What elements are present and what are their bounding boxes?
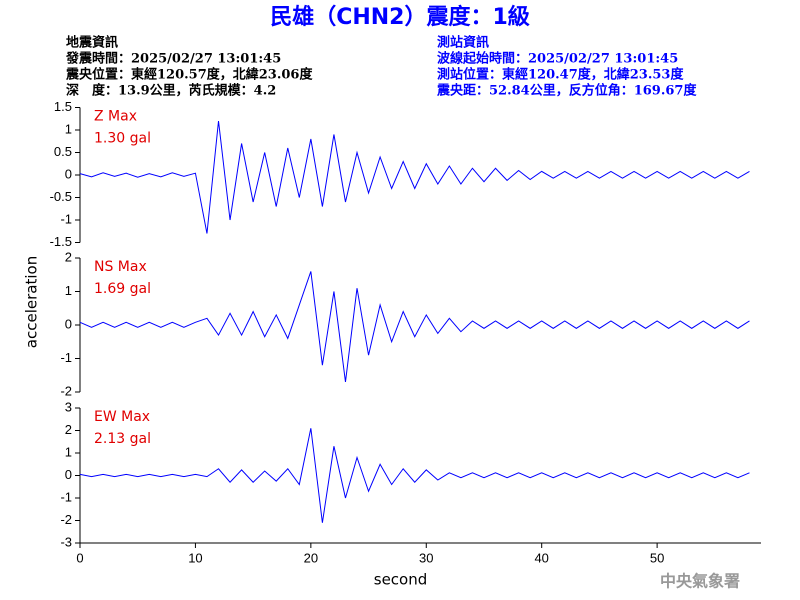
waveform <box>79 428 750 523</box>
y-tick-label: 2 <box>65 422 72 437</box>
x-axis-label: second <box>374 571 428 589</box>
y-tick-label: 0.5 <box>54 144 72 159</box>
y-tick-label: -2 <box>60 383 72 398</box>
y-tick-label: -1.5 <box>50 234 72 249</box>
y-tick-label: -2 <box>60 512 72 527</box>
y-tick-label: -0.5 <box>50 189 72 204</box>
chart-title: 民雄（CHN2）震度：1級 <box>270 4 530 30</box>
waveform <box>79 271 750 383</box>
y-tick-label: 0 <box>65 467 72 482</box>
y-tick-label: 2 <box>65 249 72 264</box>
x-tick-label: 50 <box>650 550 664 565</box>
x-tick-label: 30 <box>419 550 433 565</box>
y-axis-label: acceleration <box>23 256 41 348</box>
x-tick-label: 0 <box>76 550 83 565</box>
max-label: 1.69 gal <box>94 281 151 297</box>
y-tick-label: 1.5 <box>54 99 72 114</box>
y-tick-label: 3 <box>65 399 72 414</box>
info-line: 震央位置：東經120.57度，北緯23.06度 <box>65 67 313 83</box>
info-line: 震央距：52.84公里，反方位角：169.67度 <box>436 83 697 99</box>
waveform <box>79 120 750 234</box>
info-line: 發震時間：2025/02/27 13:01:45 <box>65 51 281 67</box>
y-tick-label: 1 <box>65 121 72 136</box>
x-tick-label: 10 <box>188 550 202 565</box>
max-label: Z Max <box>94 109 137 125</box>
max-label: NS Max <box>94 259 147 275</box>
x-tick-label: 20 <box>304 550 318 565</box>
info-line: 深 度：13.9公里，芮氏規模：4.2 <box>66 83 276 99</box>
max-label: EW Max <box>94 409 150 425</box>
y-tick-label: 0 <box>65 316 72 331</box>
info-line: 測站資訊 <box>437 35 489 51</box>
y-tick-label: -1 <box>60 350 72 365</box>
y-tick-label: 1 <box>65 444 72 459</box>
info-line: 波線起始時間：2025/02/27 13:01:45 <box>437 51 678 67</box>
x-tick-label: 40 <box>534 550 548 565</box>
info-line: 地震資訊 <box>66 35 118 51</box>
info-line: 測站位置：東經120.47度，北緯23.53度 <box>437 67 684 83</box>
y-tick-label: -1 <box>60 211 72 226</box>
max-label: 1.30 gal <box>94 131 151 147</box>
footer: 中央氣象署 <box>660 572 740 591</box>
y-tick-label: -3 <box>60 534 72 549</box>
y-tick-label: -1 <box>60 489 72 504</box>
max-label: 2.13 gal <box>94 431 151 447</box>
y-tick-label: 0 <box>65 166 72 181</box>
y-tick-label: 1 <box>65 283 72 298</box>
